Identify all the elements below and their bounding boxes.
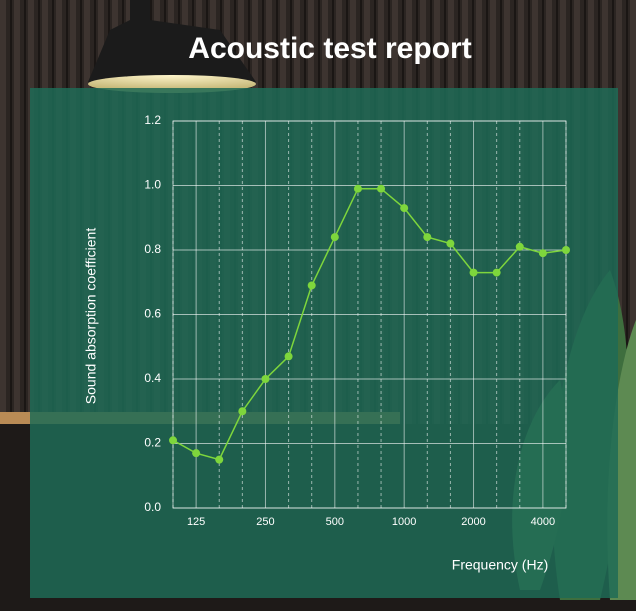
y-tick-label: 0.8 (144, 242, 161, 256)
y-tick-label: 1.2 (144, 113, 161, 127)
data-point (285, 352, 293, 360)
data-point (562, 246, 570, 254)
data-point (192, 449, 200, 457)
x-tick-label: 2000 (461, 516, 485, 528)
y-tick-label: 0.6 (144, 307, 161, 321)
y-tick-label: 0.2 (144, 436, 161, 450)
data-point (539, 249, 547, 257)
chart: Acoustic test report Frequency (Hz) Soun… (0, 0, 636, 611)
x-tick-label: 250 (256, 516, 274, 528)
x-tick-label: 1000 (392, 516, 416, 528)
data-point (215, 456, 223, 464)
data-point (308, 281, 316, 289)
data-point (470, 269, 478, 277)
data-point (446, 240, 454, 248)
data-point (169, 436, 177, 444)
data-point (516, 243, 524, 251)
chart-title: Acoustic test report (188, 32, 471, 65)
data-point (400, 204, 408, 212)
data-point (377, 185, 385, 193)
data-point (423, 233, 431, 241)
x-tick-label: 125 (187, 516, 205, 528)
data-point (354, 185, 362, 193)
data-point (238, 407, 246, 415)
x-tick-label: 500 (326, 516, 344, 528)
y-tick-label: 0.4 (144, 371, 161, 385)
data-point (261, 375, 269, 383)
x-tick-label: 4000 (531, 516, 555, 528)
x-axis-label: Frequency (Hz) (452, 557, 548, 573)
data-point (493, 269, 501, 277)
y-axis-label: Sound absorption coefficient (83, 228, 99, 405)
data-point (331, 233, 339, 241)
y-tick-label: 0.0 (144, 500, 161, 514)
y-tick-label: 1.0 (144, 178, 161, 192)
